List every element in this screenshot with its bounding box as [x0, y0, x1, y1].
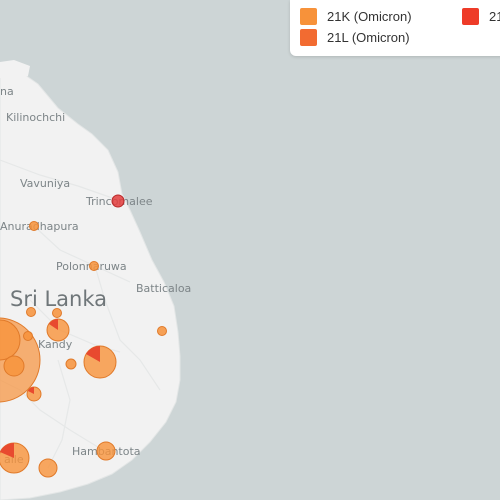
legend-label-21k: 21K (Omicron)	[327, 9, 412, 24]
legend-label-21-partial: 21	[489, 9, 500, 24]
land-jaffna	[0, 60, 30, 80]
case-circle[interactable]	[89, 261, 99, 271]
place-label-kandy: Kandy	[38, 338, 73, 351]
legend-item-21-partial[interactable]: 21	[462, 8, 500, 25]
place-label-jaffna: na	[0, 85, 14, 98]
case-circle[interactable]	[29, 221, 39, 231]
case-circle-slice	[0, 442, 14, 458]
case-markers[interactable]	[0, 194, 167, 478]
legend-label-21l: 21L (Omicron)	[327, 30, 410, 45]
place-label-batticaloa: Batticaloa	[136, 282, 191, 295]
legend-item-21l[interactable]: 21L (Omicron)	[300, 29, 410, 46]
land-sri-lanka	[0, 69, 181, 500]
place-label-kilinochchi: Kilinochchi	[6, 111, 65, 124]
place-label-anuradhapura: Anuradhapura	[0, 220, 79, 233]
case-circle[interactable]	[52, 308, 62, 318]
case-circle[interactable]	[26, 307, 36, 317]
case-circle-slice	[86, 345, 100, 362]
case-circle[interactable]	[157, 326, 167, 336]
legend: 21K (Omicron) 21L (Omicron) 21	[290, 0, 500, 56]
place-label-vavuniya: Vavuniya	[20, 177, 70, 190]
case-circle[interactable]	[96, 441, 116, 461]
legend-swatch-21l	[300, 29, 317, 46]
case-circle[interactable]	[3, 355, 25, 377]
case-circle-slice	[28, 387, 34, 394]
country-label: Sri Lanka	[10, 287, 107, 311]
case-circle[interactable]	[0, 319, 21, 361]
case-circle-slice	[49, 319, 58, 330]
legend-swatch-21-partial	[462, 8, 479, 25]
case-circle-red[interactable]	[111, 194, 125, 208]
case-circle[interactable]	[38, 458, 58, 478]
case-circle[interactable]	[65, 358, 77, 370]
legend-swatch-21k	[300, 8, 317, 25]
case-circle[interactable]	[23, 331, 33, 341]
legend-item-21k[interactable]: 21K (Omicron)	[300, 8, 412, 25]
